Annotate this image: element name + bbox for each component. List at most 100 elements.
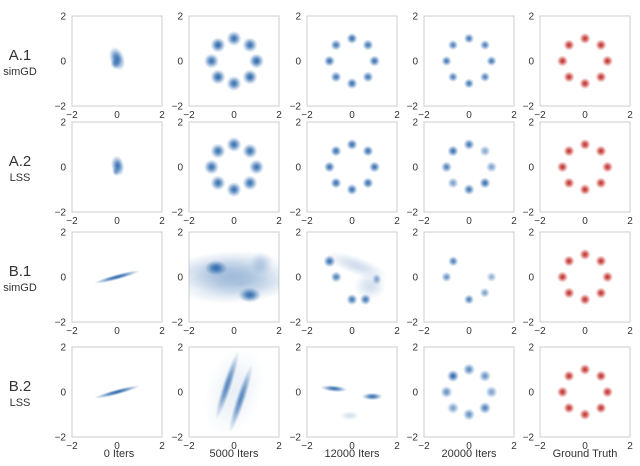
density-mode — [346, 77, 358, 90]
ground-truth-mode — [579, 183, 591, 196]
x-tick-label: 0 — [466, 110, 472, 121]
density-mode — [478, 401, 492, 415]
column-label-ground-truth: Ground Truth — [553, 448, 618, 460]
density-mode — [242, 175, 258, 191]
x-tick-label: −2 — [183, 216, 195, 227]
density-mode — [446, 369, 460, 383]
y-tick-label: 2 — [60, 228, 66, 239]
plot-frame — [539, 15, 631, 107]
density-mode — [448, 256, 459, 267]
density-mode — [486, 55, 497, 67]
x-tick-label: −2 — [183, 110, 195, 121]
plot-frame — [539, 346, 631, 438]
x-tick-label: −2 — [301, 110, 313, 121]
density-mode — [353, 271, 387, 301]
density-mode — [249, 251, 273, 276]
density-mode — [479, 177, 491, 189]
x-tick-label: −2 — [534, 441, 546, 452]
y-tick-label: 0 — [60, 388, 66, 399]
ground-truth-mode — [563, 255, 575, 267]
density-mode — [362, 71, 374, 83]
density-mode — [340, 410, 360, 421]
panel-B2-1: −2 0 2 −2 0 2 — [55, 343, 166, 453]
x-tick-label: −2 — [301, 441, 313, 452]
y-tick-label: −2 — [407, 318, 419, 329]
x-tick-label: −2 — [418, 326, 430, 337]
plot-frame — [539, 121, 631, 213]
x-tick-label: 2 — [394, 441, 400, 452]
ground-truth-mode — [563, 370, 575, 382]
x-tick-label: 2 — [159, 110, 165, 121]
ground-truth-mode — [563, 145, 575, 157]
y-tick-label: 2 — [177, 12, 183, 23]
x-tick-label: 0 — [582, 216, 588, 227]
density-mode — [203, 53, 220, 69]
column-label-12000-iters: 12000 Iters — [324, 448, 380, 460]
x-tick-label: 0 — [349, 110, 355, 121]
x-tick-label: 0 — [466, 216, 472, 227]
density-mode — [447, 39, 459, 51]
x-tick-label: 0 — [231, 216, 237, 227]
x-tick-label: 2 — [627, 326, 633, 337]
y-tick-label: 0 — [528, 163, 534, 174]
density-mode — [210, 37, 226, 53]
x-tick-label: −2 — [418, 216, 430, 227]
density-mode — [362, 177, 374, 189]
y-tick-label: 0 — [412, 57, 418, 68]
y-tick-label: 2 — [177, 228, 183, 239]
density-mode — [441, 271, 452, 283]
density-mode — [330, 145, 342, 157]
y-tick-label: 0 — [177, 388, 183, 399]
y-tick-label: −2 — [172, 102, 184, 113]
y-tick-label: 2 — [60, 12, 66, 23]
plot-frame — [306, 121, 398, 213]
x-tick-label: 0 — [466, 441, 472, 452]
panel-B1-4: −2 0 2 −2 0 2 — [407, 228, 518, 338]
ground-truth-mode — [595, 370, 607, 382]
ground-truth-mode — [601, 161, 614, 173]
density-mode — [447, 71, 459, 83]
column-label-0-iters: 0 Iters — [104, 448, 135, 460]
panel-A1-3: −2 0 2 −2 0 2 — [290, 12, 401, 122]
y-tick-label: −2 — [407, 102, 419, 113]
row-label-b1: B.1 — [9, 263, 32, 280]
y-tick-label: −2 — [172, 433, 184, 444]
y-tick-label: −2 — [55, 102, 67, 113]
density-mode — [478, 369, 492, 383]
ground-truth-mode — [556, 55, 569, 67]
x-tick-label: 0 — [231, 326, 237, 337]
density-mode — [203, 159, 220, 175]
x-tick-label: −2 — [66, 326, 78, 337]
density-mode — [463, 183, 475, 196]
panel-A1-5: −2 0 2 −2 0 2 — [523, 12, 634, 122]
plot-frame — [306, 346, 398, 438]
y-tick-label: 2 — [177, 118, 183, 129]
y-tick-label: 2 — [412, 343, 418, 354]
plot-frame — [539, 231, 631, 323]
density-mode — [346, 32, 358, 45]
ground-truth-mode — [579, 248, 591, 261]
panel-B1-1: −2 0 2 −2 0 2 — [55, 228, 166, 338]
density-mode — [248, 53, 265, 69]
row-labels: A.1 simGD A.2 LSS B.1 simGD B.2 LSS — [3, 47, 37, 409]
x-tick-label: 0 — [349, 441, 355, 452]
density-mode — [486, 271, 497, 283]
y-tick-label: 2 — [295, 228, 301, 239]
ground-truth-mode — [563, 71, 575, 83]
x-tick-label: 2 — [276, 326, 282, 337]
y-tick-label: 0 — [177, 57, 183, 68]
x-tick-label: 2 — [159, 441, 165, 452]
x-tick-label: 2 — [627, 216, 633, 227]
y-tick-label: 2 — [528, 228, 534, 239]
y-tick-label: 0 — [295, 388, 301, 399]
ground-truth-mode — [563, 402, 575, 414]
ground-truth-mode — [595, 287, 607, 299]
y-tick-label: −2 — [55, 208, 67, 219]
y-tick-label: −2 — [407, 208, 419, 219]
x-tick-label: −2 — [183, 441, 195, 452]
x-tick-label: −2 — [534, 216, 546, 227]
x-tick-label: −2 — [534, 110, 546, 121]
column-label-20000-iters: 20000 Iters — [441, 448, 497, 460]
y-tick-label: 0 — [412, 163, 418, 174]
